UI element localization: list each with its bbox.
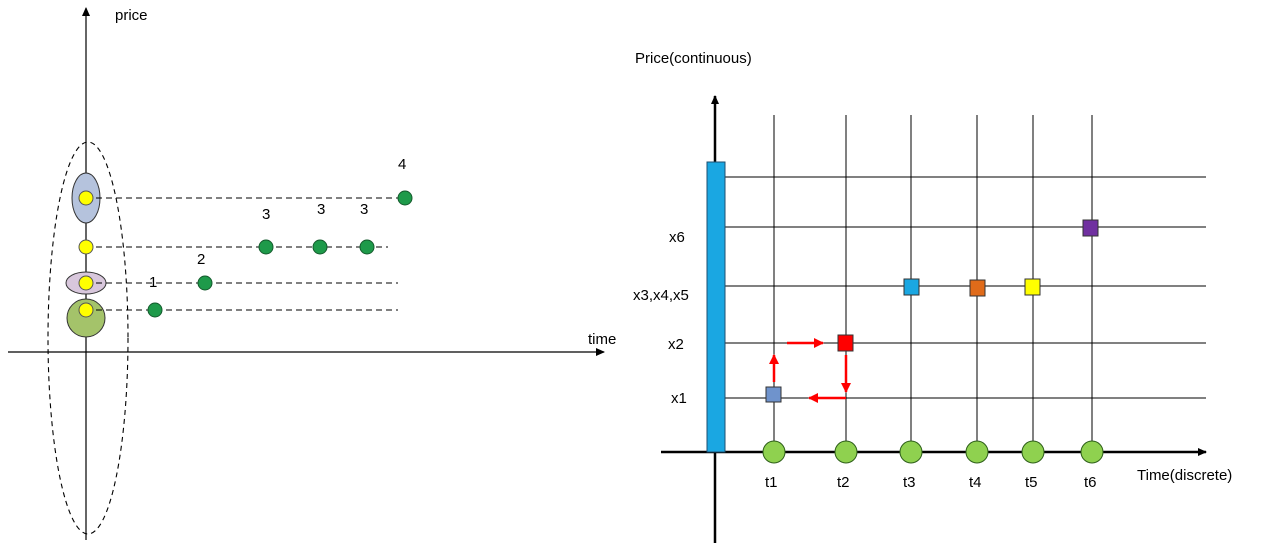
time-node-t1 bbox=[762, 440, 786, 464]
point-label-3c: 3 bbox=[360, 201, 368, 218]
green-point-4 bbox=[397, 190, 413, 206]
base-point-1 bbox=[78, 302, 94, 318]
square-t4 bbox=[969, 279, 986, 297]
green-point-3c bbox=[359, 239, 375, 255]
time-label-t6: t6 bbox=[1084, 474, 1097, 491]
time-node-t2 bbox=[834, 440, 858, 464]
time-label-t2: t2 bbox=[837, 474, 850, 491]
right-x-axis-label: Time(discrete) bbox=[1137, 467, 1232, 484]
right-diagram: Price(continuous) Time(discrete) x6 x3,x… bbox=[633, 50, 1232, 543]
square-t6 bbox=[1082, 219, 1099, 237]
base-point-3 bbox=[78, 239, 94, 255]
point-label-3a: 3 bbox=[262, 206, 270, 223]
y-level-x345: x3,x4,x5 bbox=[633, 287, 689, 304]
point-label-1: 1 bbox=[149, 274, 157, 291]
square-t2 bbox=[837, 334, 854, 352]
left-x-axis-label: time bbox=[588, 331, 616, 348]
time-label-t3: t3 bbox=[903, 474, 916, 491]
point-label-4: 4 bbox=[398, 156, 406, 173]
time-node-t3 bbox=[899, 440, 923, 464]
green-point-1 bbox=[147, 302, 163, 318]
time-node-t5 bbox=[1021, 440, 1045, 464]
y-level-x2: x2 bbox=[668, 336, 684, 353]
circle-bottom bbox=[66, 298, 106, 338]
left-diagram: price time 1 2 3 3 3 4 bbox=[8, 7, 616, 540]
green-point-3a bbox=[258, 239, 274, 255]
square-t3 bbox=[903, 278, 920, 296]
green-point-2 bbox=[197, 275, 213, 291]
green-point-3b bbox=[312, 239, 328, 255]
y-level-x6: x6 bbox=[669, 229, 685, 246]
dashed-ellipse bbox=[47, 141, 129, 535]
time-node-t6 bbox=[1080, 440, 1104, 464]
y-level-x1: x1 bbox=[671, 390, 687, 407]
point-label-2: 2 bbox=[197, 251, 205, 268]
time-node-t4 bbox=[965, 440, 989, 464]
price-bar bbox=[706, 161, 726, 453]
square-t5 bbox=[1024, 278, 1041, 296]
time-label-t5: t5 bbox=[1025, 474, 1038, 491]
base-point-4 bbox=[78, 190, 94, 206]
time-label-t4: t4 bbox=[969, 474, 982, 491]
time-label-t1: t1 bbox=[765, 474, 778, 491]
point-label-3b: 3 bbox=[317, 201, 325, 218]
left-y-axis-label: price bbox=[115, 7, 148, 24]
right-y-axis-label: Price(continuous) bbox=[635, 50, 752, 67]
square-t1 bbox=[765, 386, 782, 403]
base-point-2 bbox=[78, 275, 94, 291]
